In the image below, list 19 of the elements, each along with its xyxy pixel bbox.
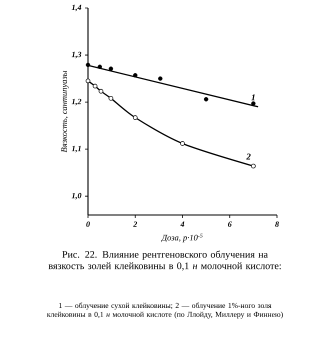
point xyxy=(86,78,90,84)
point xyxy=(86,62,90,68)
point xyxy=(108,66,114,71)
point xyxy=(133,73,138,78)
point xyxy=(108,96,114,101)
series-label: 2 xyxy=(246,154,251,160)
text: Рис. 22. Влияние рентгеновского облучения на вязкость золей клейковины в 0,1 н молочной кислоте: xyxy=(48,250,281,271)
y-axis-title: Вязкость, сантипуазы xyxy=(61,70,69,152)
point xyxy=(204,97,208,102)
point xyxy=(158,76,162,81)
point xyxy=(180,141,185,146)
point xyxy=(98,88,104,94)
point xyxy=(251,164,256,168)
point xyxy=(98,64,102,69)
series-label: 1 xyxy=(251,94,255,100)
point xyxy=(132,115,138,120)
point xyxy=(92,84,98,88)
point xyxy=(251,101,256,106)
x-axis-title: Доза, р·10$^{-5}$ xyxy=(161,234,203,242)
